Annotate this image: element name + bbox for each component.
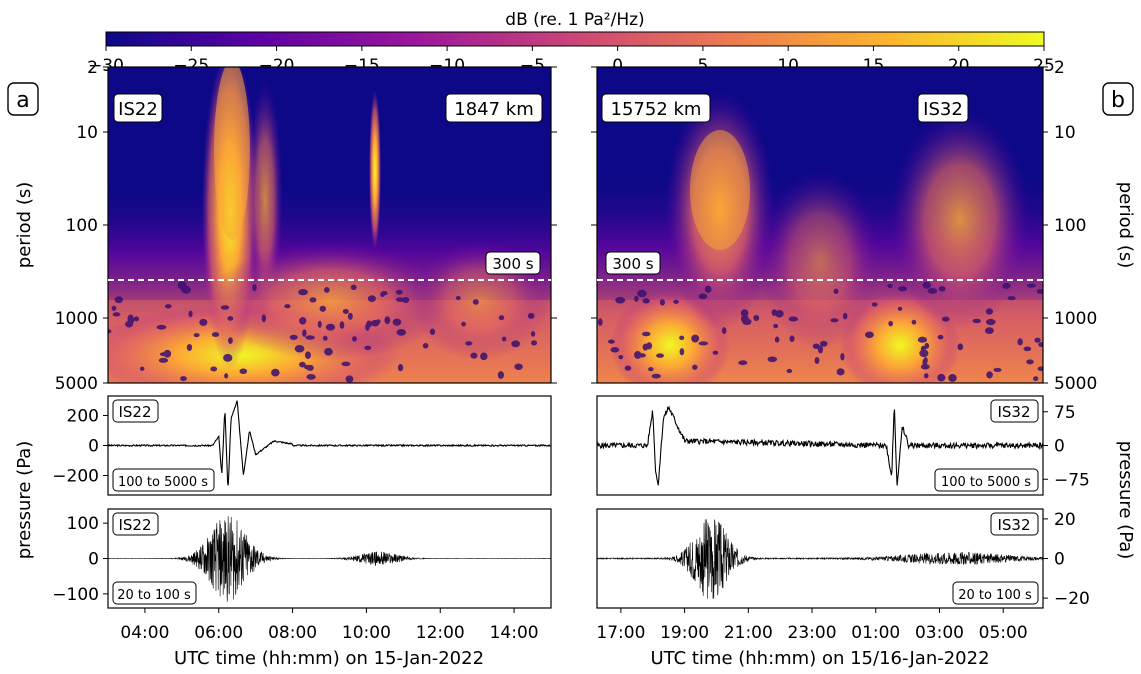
period-line-label-a: 300 s: [492, 255, 533, 273]
pressure-tick-label: 0: [88, 550, 99, 570]
hp-station-a: IS22: [118, 516, 151, 534]
period-axis-ticks: 2 10 100 1000 5000 2 10 100 1000 5000: [55, 58, 1098, 394]
period-line-label-b: 300 s: [612, 255, 653, 273]
distance-label-a: 1847 km: [454, 99, 534, 120]
period-tick-label: 2: [87, 58, 98, 78]
period-tick-label: 1000: [55, 309, 98, 329]
waveform-hp-b: [597, 519, 1044, 599]
time-tick-label: 21:00: [724, 623, 773, 643]
colorbar-tick-label: 0: [612, 56, 623, 76]
ylabel-pressure-right: pressure (Pa): [1115, 441, 1136, 560]
pressure-tick-label: 100: [67, 514, 99, 534]
band-high-b: 20 to 100 s: [958, 588, 1032, 603]
panel-b-letter-box: [1102, 82, 1134, 116]
xlabel-b: UTC time (hh:mm) on 15/16-Jan-2022: [650, 648, 989, 669]
pressure-tick-label: 200: [67, 407, 99, 427]
period-tick-label: 100: [1054, 216, 1086, 236]
pressure-tick-label: −20: [1054, 589, 1090, 609]
lp-station-b: IS32: [997, 403, 1030, 421]
ylabel-period-left: period (s): [14, 182, 35, 268]
pressure-tick-label: −100: [52, 585, 99, 605]
band-low-b: 100 to 5000 s: [941, 475, 1031, 490]
time-tick-label: 10:00: [342, 623, 391, 643]
distance-label-b: 15752 km: [611, 99, 702, 120]
lp-station-a: IS22: [118, 403, 151, 421]
station-label-b: IS32: [923, 99, 963, 120]
spectrogram-a: [108, 67, 551, 383]
waveform-hp-a: [107, 516, 551, 602]
band-low-a: 100 to 5000 s: [118, 475, 208, 490]
period-tick-label: 1000: [1054, 309, 1097, 329]
period-tick-label: 10: [1054, 123, 1076, 143]
time-tick-label: 14:00: [490, 623, 539, 643]
spectrogram-b: [597, 67, 1043, 383]
pressure-tick-label: −75: [1054, 470, 1090, 490]
period-tick-label: 100: [66, 216, 98, 236]
pressure-tick-label: 0: [1054, 550, 1065, 570]
panel-b-letter: b: [1111, 88, 1125, 113]
time-tick-label: 12:00: [416, 623, 465, 643]
pressure-tick-label: 20: [1054, 510, 1076, 530]
pressure-tick-label: −200: [52, 467, 99, 487]
pressure-tick-label: 0: [1054, 437, 1065, 457]
time-tick-label: 01:00: [851, 623, 900, 643]
pressure-tick-label: 0: [88, 437, 99, 457]
time-tick-label: 06:00: [194, 623, 243, 643]
time-tick-label: 17:00: [596, 623, 645, 643]
period-tick-label: 10: [76, 123, 98, 143]
panel-a-letter-box: [7, 82, 39, 116]
waveform-lp-a: [107, 400, 552, 486]
time-tick-label: 04:00: [120, 623, 169, 643]
time-axis-ticks: 04:00 06:00 08:00 10:00 12:00 14:00 17:00 19:00…: [120, 608, 1028, 643]
hp-station-b: IS32: [997, 516, 1030, 534]
panel-a-letter: a: [16, 88, 29, 113]
colorbar-tick-label: 5: [697, 56, 708, 76]
band-high-a: 20 to 100 s: [117, 588, 191, 603]
time-tick-label: 23:00: [788, 623, 837, 643]
xlabel-a: UTC time (hh:mm) on 15-Jan-2022: [174, 648, 484, 669]
period-tick-label: 2: [1054, 58, 1065, 78]
waveform-lp-b: [596, 405, 1044, 486]
pressure-tick-label: 75: [1054, 403, 1076, 423]
time-tick-label: 05:00: [979, 623, 1028, 643]
time-tick-label: 08:00: [268, 623, 317, 643]
colorbar: [105, 31, 1045, 47]
colorbar-label: dB (re. 1 Pa²/Hz): [505, 10, 644, 30]
time-tick-label: 03:00: [915, 623, 964, 643]
station-label-a: IS22: [118, 99, 158, 120]
period-tick-label: 5000: [55, 374, 98, 394]
ylabel-pressure-left: pressure (Pa): [14, 441, 35, 560]
period-tick-label: 5000: [1054, 374, 1097, 394]
ylabel-period-right: period (s): [1115, 182, 1136, 268]
time-tick-label: 19:00: [660, 623, 709, 643]
